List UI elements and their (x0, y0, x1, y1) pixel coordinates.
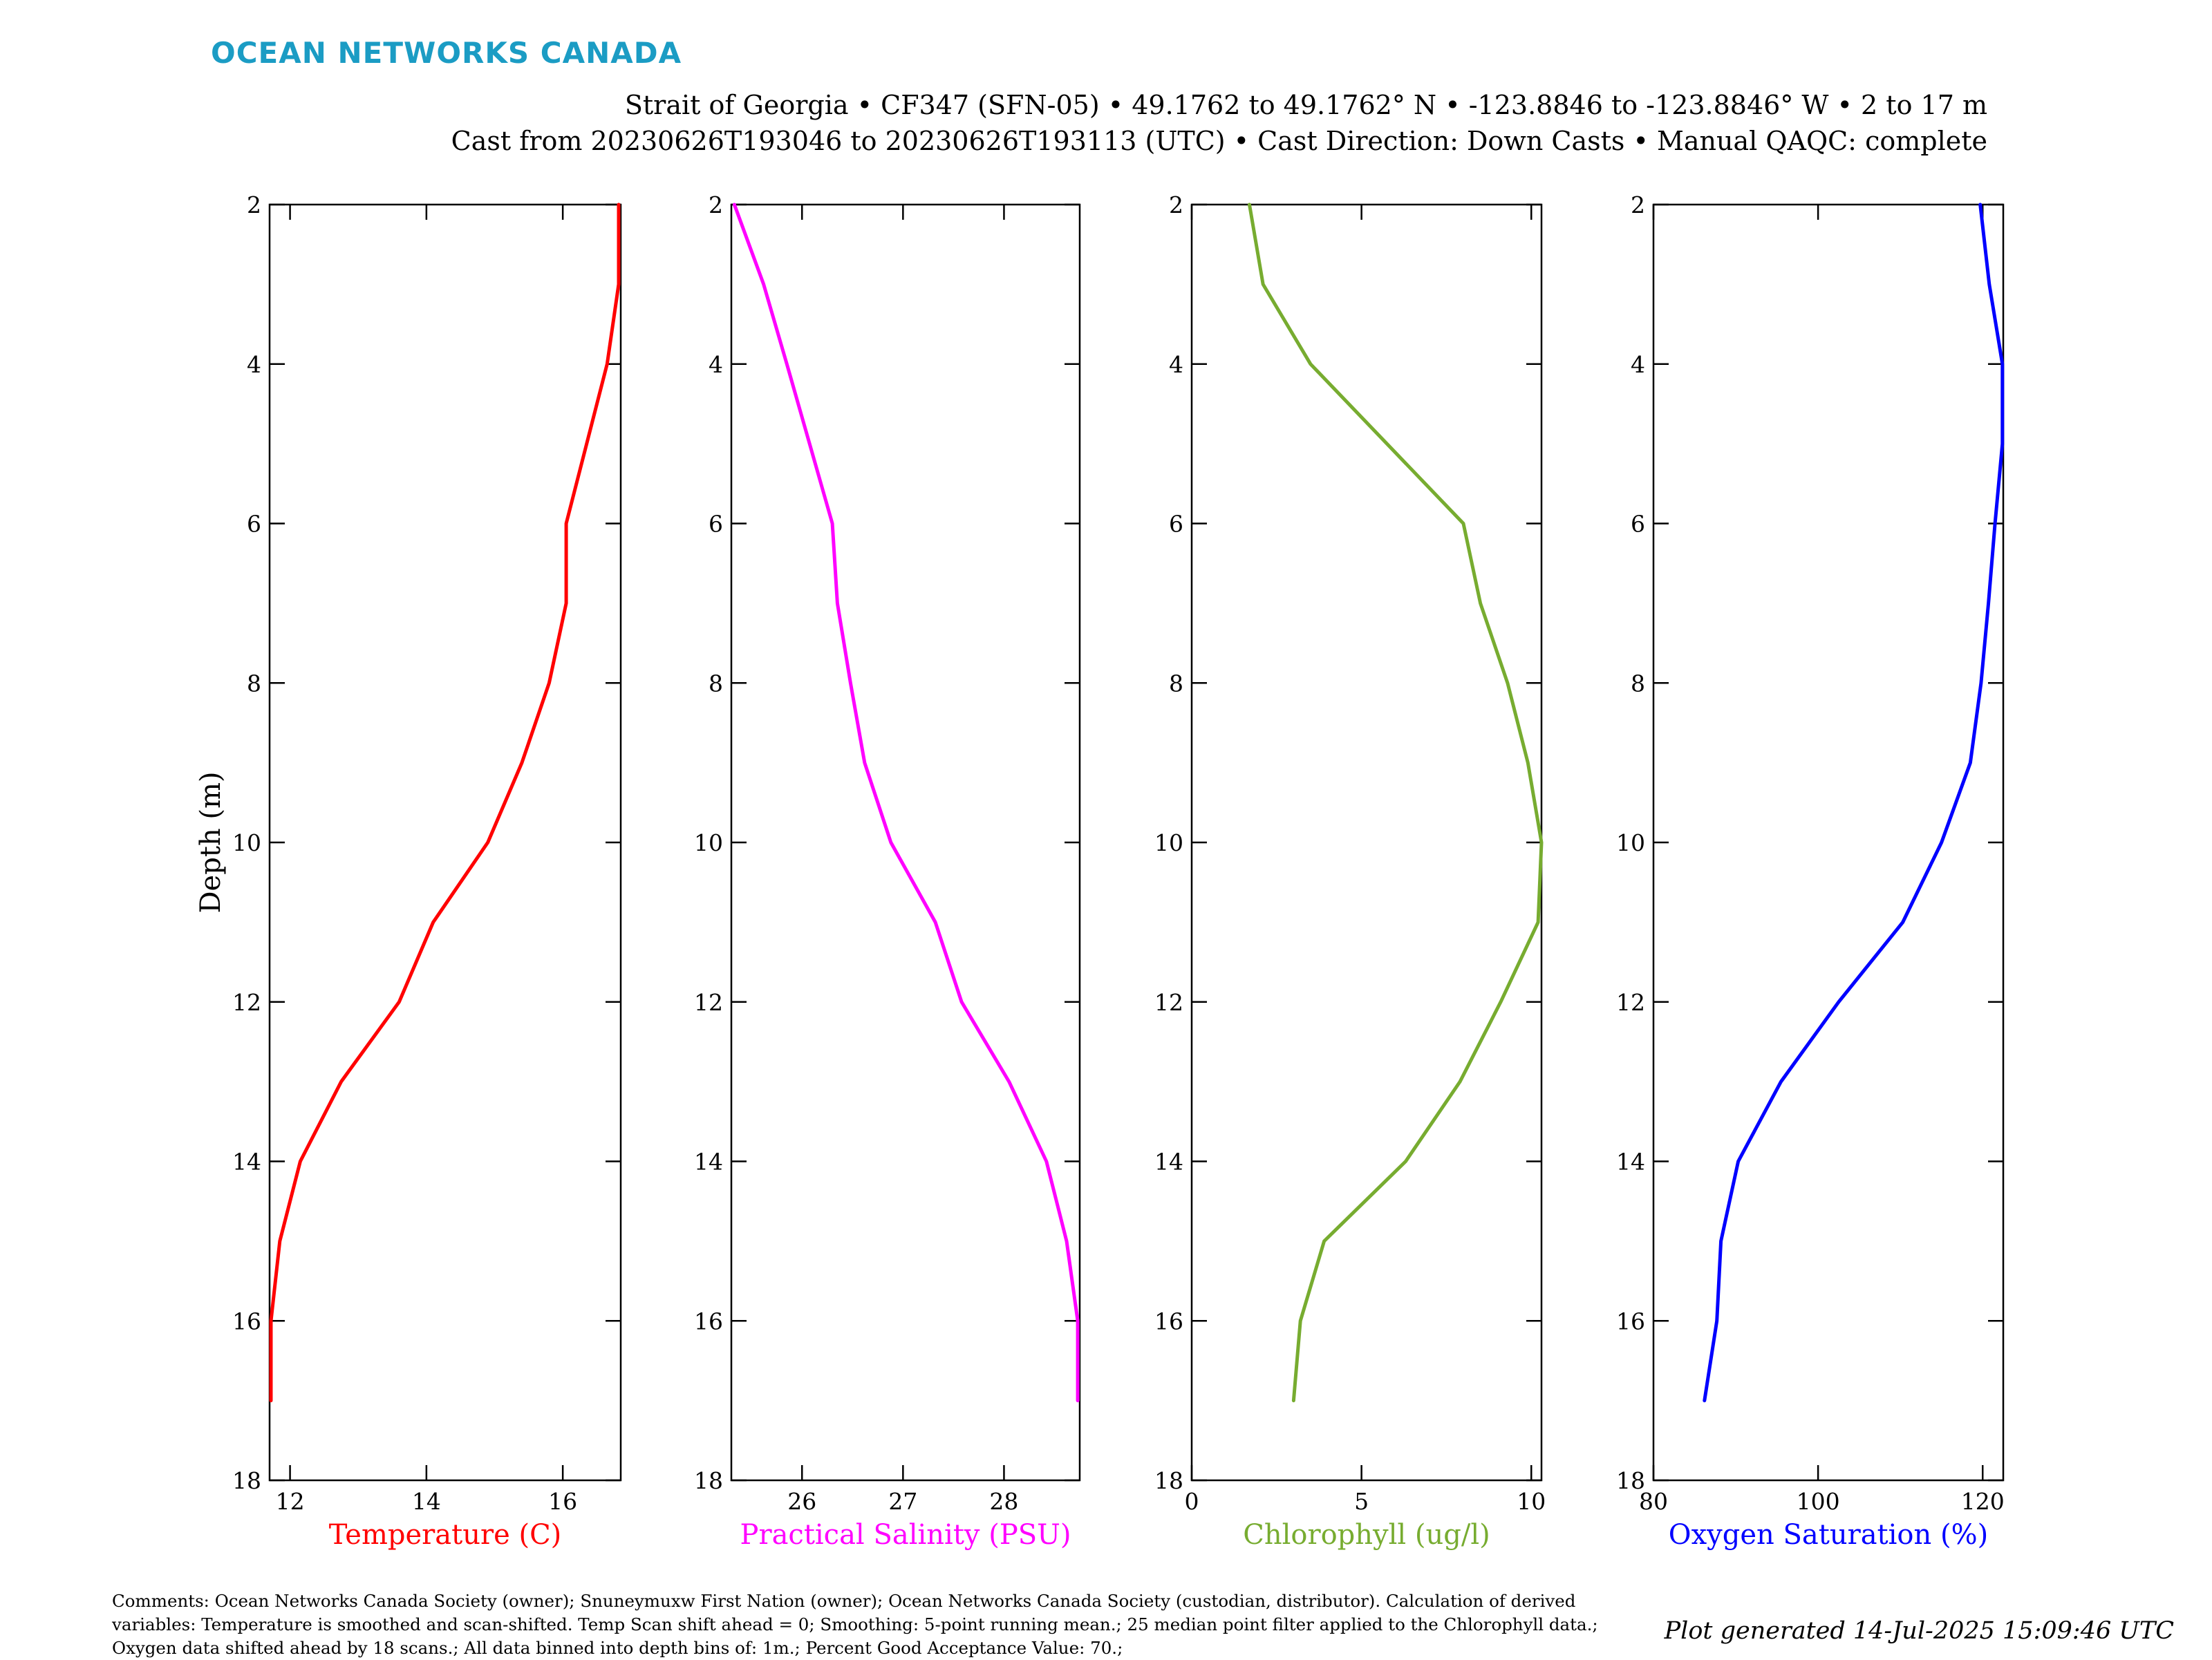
chart-2-axes-box (1190, 203, 1543, 1482)
chart-1-xtick-label: 26 (787, 1488, 816, 1515)
chart-2-xlabel: Chlorophyll (ug/l) (1243, 1519, 1490, 1551)
chart-0-axes-box (268, 203, 622, 1482)
chart-3-ytick-label: 2 (1631, 191, 1645, 218)
chart-0-ytick-label: 10 (232, 829, 261, 856)
chart-0-ytick-label: 2 (247, 191, 261, 218)
chart-3-xtick-label: 100 (1797, 1488, 1840, 1515)
plot-generated-text: Plot generated 14-Jul-2025 15:09:46 UTC (1664, 1617, 2174, 1645)
chart-2-ytick-label: 4 (1169, 351, 1183, 378)
chart-0-xtick-label: 14 (412, 1488, 441, 1515)
chart-2-ytick-label: 16 (1154, 1308, 1183, 1334)
chart-1-ytick-label: 18 (694, 1467, 723, 1494)
chart-1-xtick-label: 28 (989, 1488, 1018, 1515)
chart-2-xtick-label: 0 (1185, 1488, 1199, 1515)
chart-0-ytick-label: 4 (247, 351, 261, 378)
chart-3-xtick-label: 80 (1639, 1488, 1668, 1515)
chart-0-ytick-label: 14 (232, 1149, 261, 1176)
chart-2-ytick-label: 6 (1169, 511, 1183, 538)
chart-2-ytick-label: 8 (1169, 670, 1183, 697)
chart-1-ytick-label: 14 (694, 1149, 723, 1176)
chart-2-ytick-label: 2 (1169, 191, 1183, 218)
chart-2-xtick-label: 10 (1517, 1488, 1546, 1515)
chart-3-ytick-label: 4 (1631, 351, 1645, 378)
chart-0-xtick-label: 12 (276, 1488, 305, 1515)
chart-0-ytick-label: 12 (232, 989, 261, 1016)
chart-0-series-line (269, 202, 621, 1403)
chart-2-ytick-label: 18 (1154, 1467, 1183, 1494)
chart-3-axes-box (1652, 203, 2005, 1482)
chart-3-series-line (1703, 202, 2005, 1403)
chart-1-ytick-label: 12 (694, 989, 723, 1016)
chart-3-ytick-label: 16 (1616, 1308, 1645, 1334)
chart-1-series-line (732, 202, 1080, 1403)
chart-1-ytick-label: 8 (709, 670, 723, 697)
chart-0-ylabel: Depth (m) (195, 771, 227, 913)
chart-2-ytick-label: 10 (1154, 829, 1183, 856)
chart-3-ytick-label: 8 (1631, 670, 1645, 697)
chart-2-series-line (1248, 202, 1544, 1403)
chart-3-ytick-label: 6 (1631, 511, 1645, 538)
chart-1-xlabel: Practical Salinity (PSU) (740, 1519, 1071, 1551)
chart-2-xtick-label: 5 (1354, 1488, 1369, 1515)
chart-3-xlabel: Oxygen Saturation (%) (1669, 1519, 1988, 1551)
chart-2-ytick-label: 12 (1154, 989, 1183, 1016)
chart-3-ytick-label: 10 (1616, 829, 1645, 856)
plot-title-line-1: Strait of Georgia • CF347 (SFN-05) • 49.… (624, 90, 1987, 120)
chart-3-ytick-label: 14 (1616, 1149, 1645, 1176)
chart-3-ytick-label: 12 (1616, 989, 1645, 1016)
chart-0-ytick-label: 18 (232, 1467, 261, 1494)
chart-1-axes-box (730, 203, 1081, 1482)
chart-0-ytick-label: 6 (247, 511, 261, 538)
onc-logo: OCEAN NETWORKS CANADA (211, 36, 682, 70)
chart-0-xlabel: Temperature (C) (329, 1519, 562, 1551)
chart-0-ytick-label: 8 (247, 670, 261, 697)
chart-0-xtick-label: 16 (548, 1488, 577, 1515)
chart-1-ytick-label: 16 (694, 1308, 723, 1334)
plot-title-line-2: Cast from 20230626T193046 to 20230626T19… (451, 126, 1987, 156)
chart-1-ytick-label: 4 (709, 351, 723, 378)
chart-0-ytick-label: 16 (232, 1308, 261, 1334)
chart-3-xtick-label: 120 (1961, 1488, 2005, 1515)
chart-3-ytick-label: 18 (1616, 1467, 1645, 1494)
chart-1-xtick-label: 27 (888, 1488, 917, 1515)
chart-1-ytick-label: 6 (709, 511, 723, 538)
chart-1-ytick-label: 2 (709, 191, 723, 218)
chart-1-ytick-label: 10 (694, 829, 723, 856)
chart-2-ytick-label: 14 (1154, 1149, 1183, 1176)
comments-text: Comments: Ocean Networks Canada Society … (112, 1591, 1598, 1658)
